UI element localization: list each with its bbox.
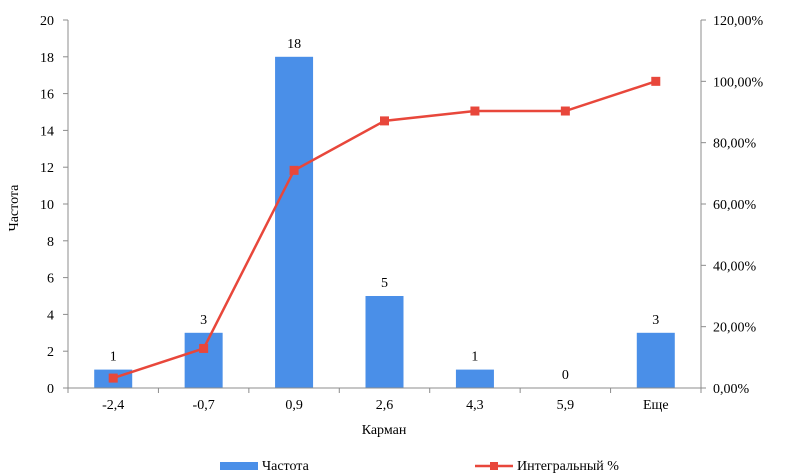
bars-group: 1 3 18 5 1 0 3 (94, 37, 675, 389)
line-group (108, 76, 661, 383)
line-marker (108, 373, 118, 383)
data-label: 1 (110, 350, 117, 365)
legend-swatch-bars (220, 462, 258, 470)
legend-label-line: Интегральный % (517, 459, 619, 473)
bar (275, 56, 314, 389)
y-tick-label: 12 (40, 161, 54, 176)
data-label: 3 (200, 313, 207, 328)
axes-group: 024681012141618200,00%20,00%40,00%60,00%… (40, 14, 764, 413)
legend: Частота Интегральный % (220, 459, 619, 473)
data-label: 18 (287, 37, 301, 52)
y2-tick-label: 60,00% (713, 198, 757, 213)
y-tick-label: 10 (40, 198, 54, 213)
y-tick-label: 2 (47, 345, 54, 360)
y-axis-label: Частота (7, 184, 22, 232)
bar (365, 296, 404, 388)
line-marker (199, 343, 209, 353)
x-tick-label: 2,6 (376, 398, 394, 413)
y-tick-label: 0 (47, 382, 54, 397)
x-tick-label: 4,3 (466, 398, 484, 413)
legend-label-bars: Частота (262, 459, 310, 473)
y2-tick-label: 0,00% (713, 382, 750, 397)
line-marker (380, 116, 389, 126)
bar (184, 332, 223, 388)
y-tick-label: 4 (47, 308, 54, 323)
data-label: 5 (381, 276, 388, 291)
x-tick-label: Еще (643, 398, 669, 413)
y-tick-label: 16 (40, 88, 54, 103)
line-marker (470, 106, 480, 116)
y-tick-label: 14 (40, 124, 54, 139)
data-label: 0 (562, 368, 569, 383)
y2-tick-label: 20,00% (713, 321, 757, 336)
bar (455, 369, 494, 388)
y-tick-label: 6 (47, 272, 54, 287)
y2-tick-label: 80,00% (713, 137, 757, 152)
x-axis-label: Карман (362, 423, 407, 438)
x-tick-label: 0,9 (285, 398, 303, 413)
line-marker (651, 76, 661, 86)
bar (636, 332, 675, 388)
line-marker (289, 165, 299, 175)
y-tick-label: 8 (47, 235, 54, 250)
y2-tick-label: 40,00% (713, 259, 757, 274)
y2-tick-label: 120,00% (713, 14, 764, 29)
data-label: 3 (652, 313, 659, 328)
y2-tick-label: 100,00% (713, 75, 764, 90)
data-label: 1 (471, 350, 478, 365)
x-tick-label: -2,4 (102, 398, 124, 413)
x-tick-label: 5,9 (557, 398, 575, 413)
y-tick-label: 20 (40, 14, 54, 29)
y-tick-label: 18 (40, 51, 54, 66)
line-marker (560, 106, 570, 116)
legend-swatch-marker (490, 462, 498, 470)
x-tick-label: -0,7 (193, 398, 215, 413)
